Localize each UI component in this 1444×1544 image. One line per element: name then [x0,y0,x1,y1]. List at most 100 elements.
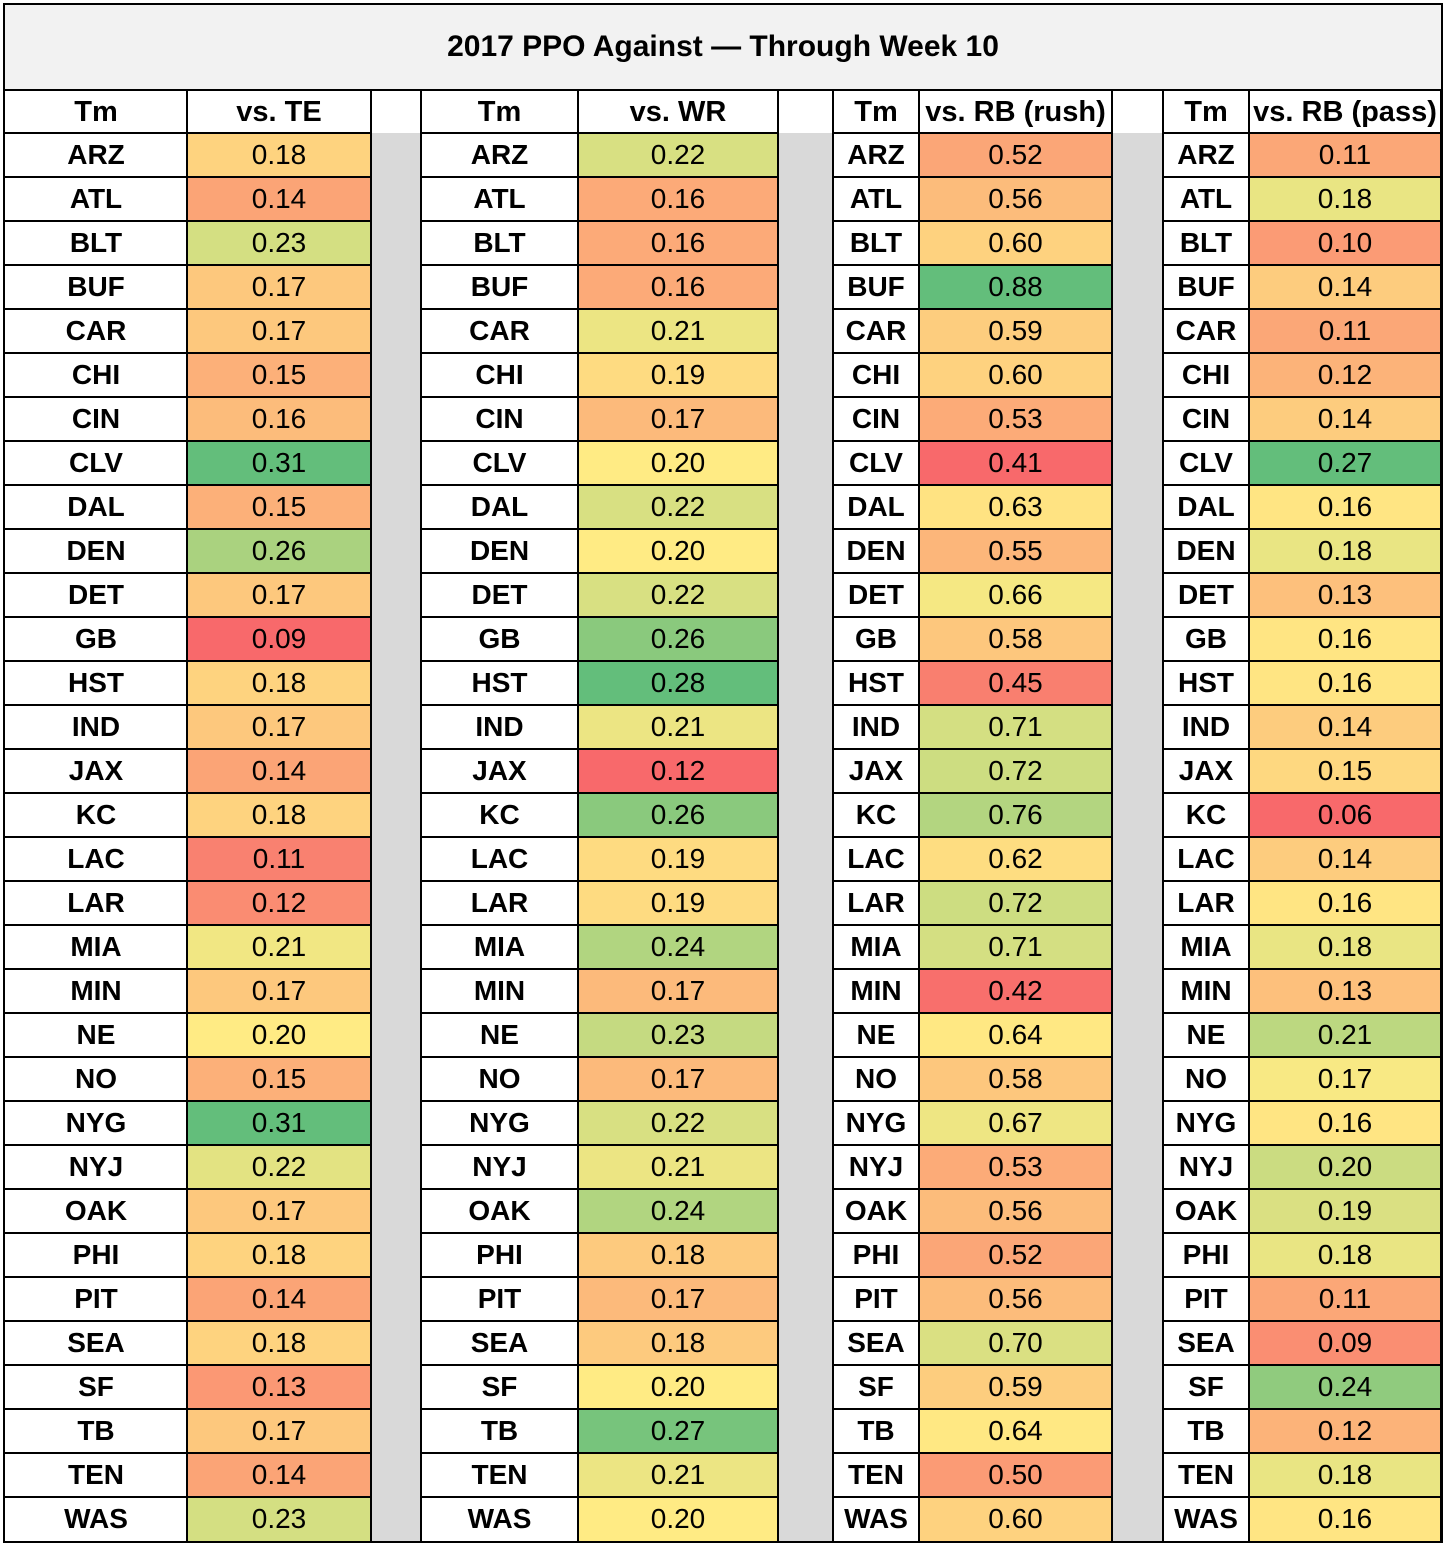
value-cell: 0.20 [578,529,778,573]
grid-line [421,1232,778,1234]
value-cell: 0.19 [578,881,778,925]
grid-line [421,308,778,310]
grid-line [5,1100,371,1102]
grid-line [833,1232,1112,1234]
grid-line [421,220,778,222]
value-cell: 0.13 [187,1365,371,1409]
value-cell: 0.09 [1249,1321,1441,1365]
value-cell: 0.23 [578,1013,778,1057]
team-cell: WAS [833,1497,919,1541]
team-cell: NE [5,1013,187,1057]
team-cell: GB [5,617,187,661]
table-frame: 2017 PPO Against — Through Week 10 Tm vs.… [3,3,1443,1543]
team-cell: NE [833,1013,919,1057]
team-cell: MIN [1163,969,1249,1013]
team-cell: DEN [1163,529,1249,573]
grid-line [1163,528,1441,530]
team-cell: OAK [421,1189,578,1233]
grid-line [577,91,579,1541]
value-cell: 0.21 [578,1145,778,1189]
team-cell: NO [1163,1057,1249,1101]
team-cell: LAC [421,837,578,881]
grid-line [1163,396,1441,398]
value-cell: 0.16 [1249,1101,1441,1145]
grid-line [5,1232,371,1234]
team-cell: TEN [421,1453,578,1497]
grid-line [1163,968,1441,970]
value-cell: 0.23 [187,221,371,265]
value-cell: 0.17 [578,1277,778,1321]
team-cell: ATL [5,177,187,221]
value-cell: 0.58 [919,617,1112,661]
value-cell: 0.13 [1249,969,1441,1013]
grid-line [421,1188,778,1190]
team-cell: LAC [5,837,187,881]
value-cell: 0.56 [919,177,1112,221]
team-cell: CIN [1163,397,1249,441]
team-cell: IND [833,705,919,749]
team-cell: DEN [833,529,919,573]
value-cell: 0.14 [1249,265,1441,309]
team-cell: SEA [1163,1321,1249,1365]
value-cell: 0.42 [919,969,1112,1013]
team-cell: SEA [5,1321,187,1365]
value-cell: 0.31 [187,441,371,485]
value-cell: 0.16 [187,397,371,441]
value-cell: 0.20 [578,441,778,485]
value-cell: 0.17 [578,1057,778,1101]
value-cell: 0.24 [578,1189,778,1233]
value-cell: 0.16 [1249,881,1441,925]
grid-line [5,704,371,706]
team-cell: GB [833,617,919,661]
team-cell: CHI [1163,353,1249,397]
grid-line [421,748,778,750]
team-cell: JAX [1163,749,1249,793]
value-cell: 0.18 [578,1233,778,1277]
grid-line [421,1408,778,1410]
team-cell: NYJ [421,1145,578,1189]
grid-line [421,660,778,662]
grid-line [833,572,1112,574]
value-cell: 0.24 [1249,1365,1441,1409]
grid-line [1163,132,1441,134]
grid-line [833,1408,1112,1410]
value-cell: 0.24 [578,925,778,969]
value-cell: 0.16 [578,265,778,309]
grid-line [1248,91,1250,1541]
team-cell: DAL [5,485,187,529]
grid-line [5,396,371,398]
team-cell: GB [1163,617,1249,661]
value-cell: 0.13 [1249,573,1441,617]
value-cell: 0.17 [187,1409,371,1453]
team-cell: NE [1163,1013,1249,1057]
team-cell: SF [5,1365,187,1409]
grid-line [1163,1496,1441,1498]
grid-line [833,836,1112,838]
team-cell: CLV [421,441,578,485]
value-cell: 0.17 [578,397,778,441]
grid-line [1163,792,1441,794]
grid-line [5,1364,371,1366]
team-cell: TB [421,1409,578,1453]
grid-line [370,91,372,1541]
grid-line [833,924,1112,926]
value-cell: 0.66 [919,573,1112,617]
value-cell: 0.22 [578,1101,778,1145]
value-cell: 0.20 [578,1497,778,1541]
team-cell: OAK [5,1189,187,1233]
grid-line [833,1452,1112,1454]
value-cell: 0.12 [187,881,371,925]
spacer-header [778,91,833,133]
value-cell: 0.21 [187,925,371,969]
value-cell: 0.16 [1249,661,1441,705]
grid-line [1163,1188,1441,1190]
grid-line [1163,1408,1441,1410]
team-cell: LAR [833,881,919,925]
value-cell: 0.18 [1249,925,1441,969]
team-cell: CLV [1163,441,1249,485]
value-cell: 0.53 [919,397,1112,441]
team-cell: TEN [5,1453,187,1497]
team-header: Tm [421,91,578,133]
grid-line [5,924,371,926]
team-cell: ATL [833,177,919,221]
